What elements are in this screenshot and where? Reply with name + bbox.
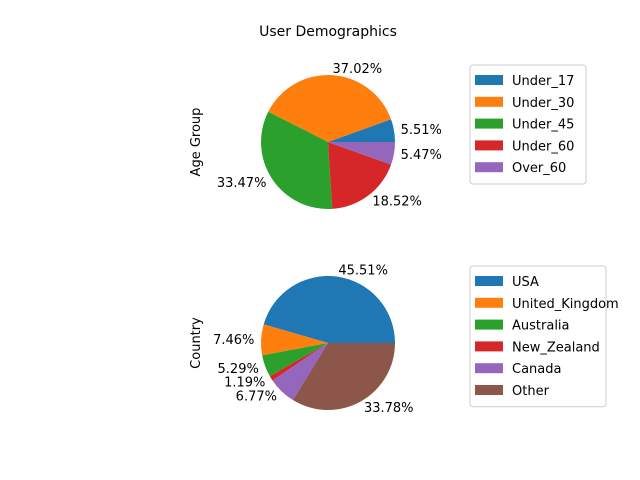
age-group-percent-label: 5.51% (401, 123, 442, 138)
country-legend: USA United_Kingdom Australia New_Zealand Can… (469, 265, 619, 408)
country-slice-canada (272, 343, 328, 401)
country-legend-swatch (475, 341, 503, 352)
age-group-slice-under_60 (328, 142, 392, 209)
country-legend-swatch (475, 385, 503, 395)
age-group-legend-frame (469, 64, 587, 185)
age-group-slice-under_45 (260, 111, 333, 210)
age-group-legend-swatch (475, 118, 503, 129)
country-legend-label: Canada (512, 362, 561, 377)
country-axis-label: Country (189, 317, 204, 369)
age-group-legend-swatch (475, 162, 503, 173)
age-group-legend-label: Under_30 (512, 96, 574, 111)
age-group-legend-swatch (475, 96, 503, 107)
country-legend-frame (469, 265, 607, 408)
age-group-legend: Under_17 Under_30 Under_45 Under_60 Over_60 (469, 64, 587, 185)
age-group-slice-over_60 (328, 142, 395, 165)
age-group-percent-label: 33.47% (217, 176, 267, 191)
country-legend-label: USA (512, 275, 539, 290)
country-legend-label: United_Kingdom (512, 297, 619, 312)
age-group-legend-label: Over_60 (512, 161, 566, 176)
country-legend-label: Other (512, 384, 550, 399)
country-percent-label: 33.78% (364, 401, 414, 416)
country-slice-usa (263, 276, 395, 343)
age-group-percent-label: 37.02% (333, 62, 383, 77)
age-group-slice-under_17 (328, 119, 395, 142)
country-slice-united_kingdom (260, 324, 328, 356)
country-legend-swatch (475, 363, 503, 374)
country-legend-label: New_Zealand (512, 340, 600, 355)
age-group-percent-label: 5.47% (401, 148, 442, 163)
age-group-legend-swatch (475, 75, 503, 85)
country-percent-label: 5.29% (218, 362, 259, 377)
country-slice-australia (262, 343, 328, 377)
figure-title: User Demographics (259, 24, 397, 40)
country-percent-label: 1.19% (224, 375, 265, 390)
country-slice-new_zealand (269, 343, 328, 381)
country-percent-label: 45.51% (338, 264, 388, 279)
age-group-slice-under_30 (268, 75, 392, 142)
country-legend-swatch (475, 297, 503, 308)
age-group-legend-label: Under_60 (512, 139, 574, 154)
country-slice-other (292, 343, 395, 411)
country-legend-swatch (475, 319, 503, 330)
age-group-axis-label: Age Group (189, 108, 204, 177)
country-legend-swatch (475, 276, 503, 286)
country-legend-label: Australia (512, 319, 570, 334)
country-percent-label: 6.77% (236, 390, 277, 405)
country-percent-label: 7.46% (213, 333, 254, 348)
age-group-pie-panel: 5.51% 37.02% 33.47% 18.52% 5.47% Age Group Und… (189, 62, 587, 210)
age-group-percent-label: 18.52% (372, 194, 422, 209)
age-group-legend-label: Under_45 (512, 118, 574, 133)
age-group-legend-swatch (475, 140, 503, 151)
country-pie-panel: 45.51% 7.46% 5.29%1.19%6.77% 33.78% Country U… (189, 264, 619, 416)
age-group-legend-label: Under_17 (512, 74, 574, 89)
